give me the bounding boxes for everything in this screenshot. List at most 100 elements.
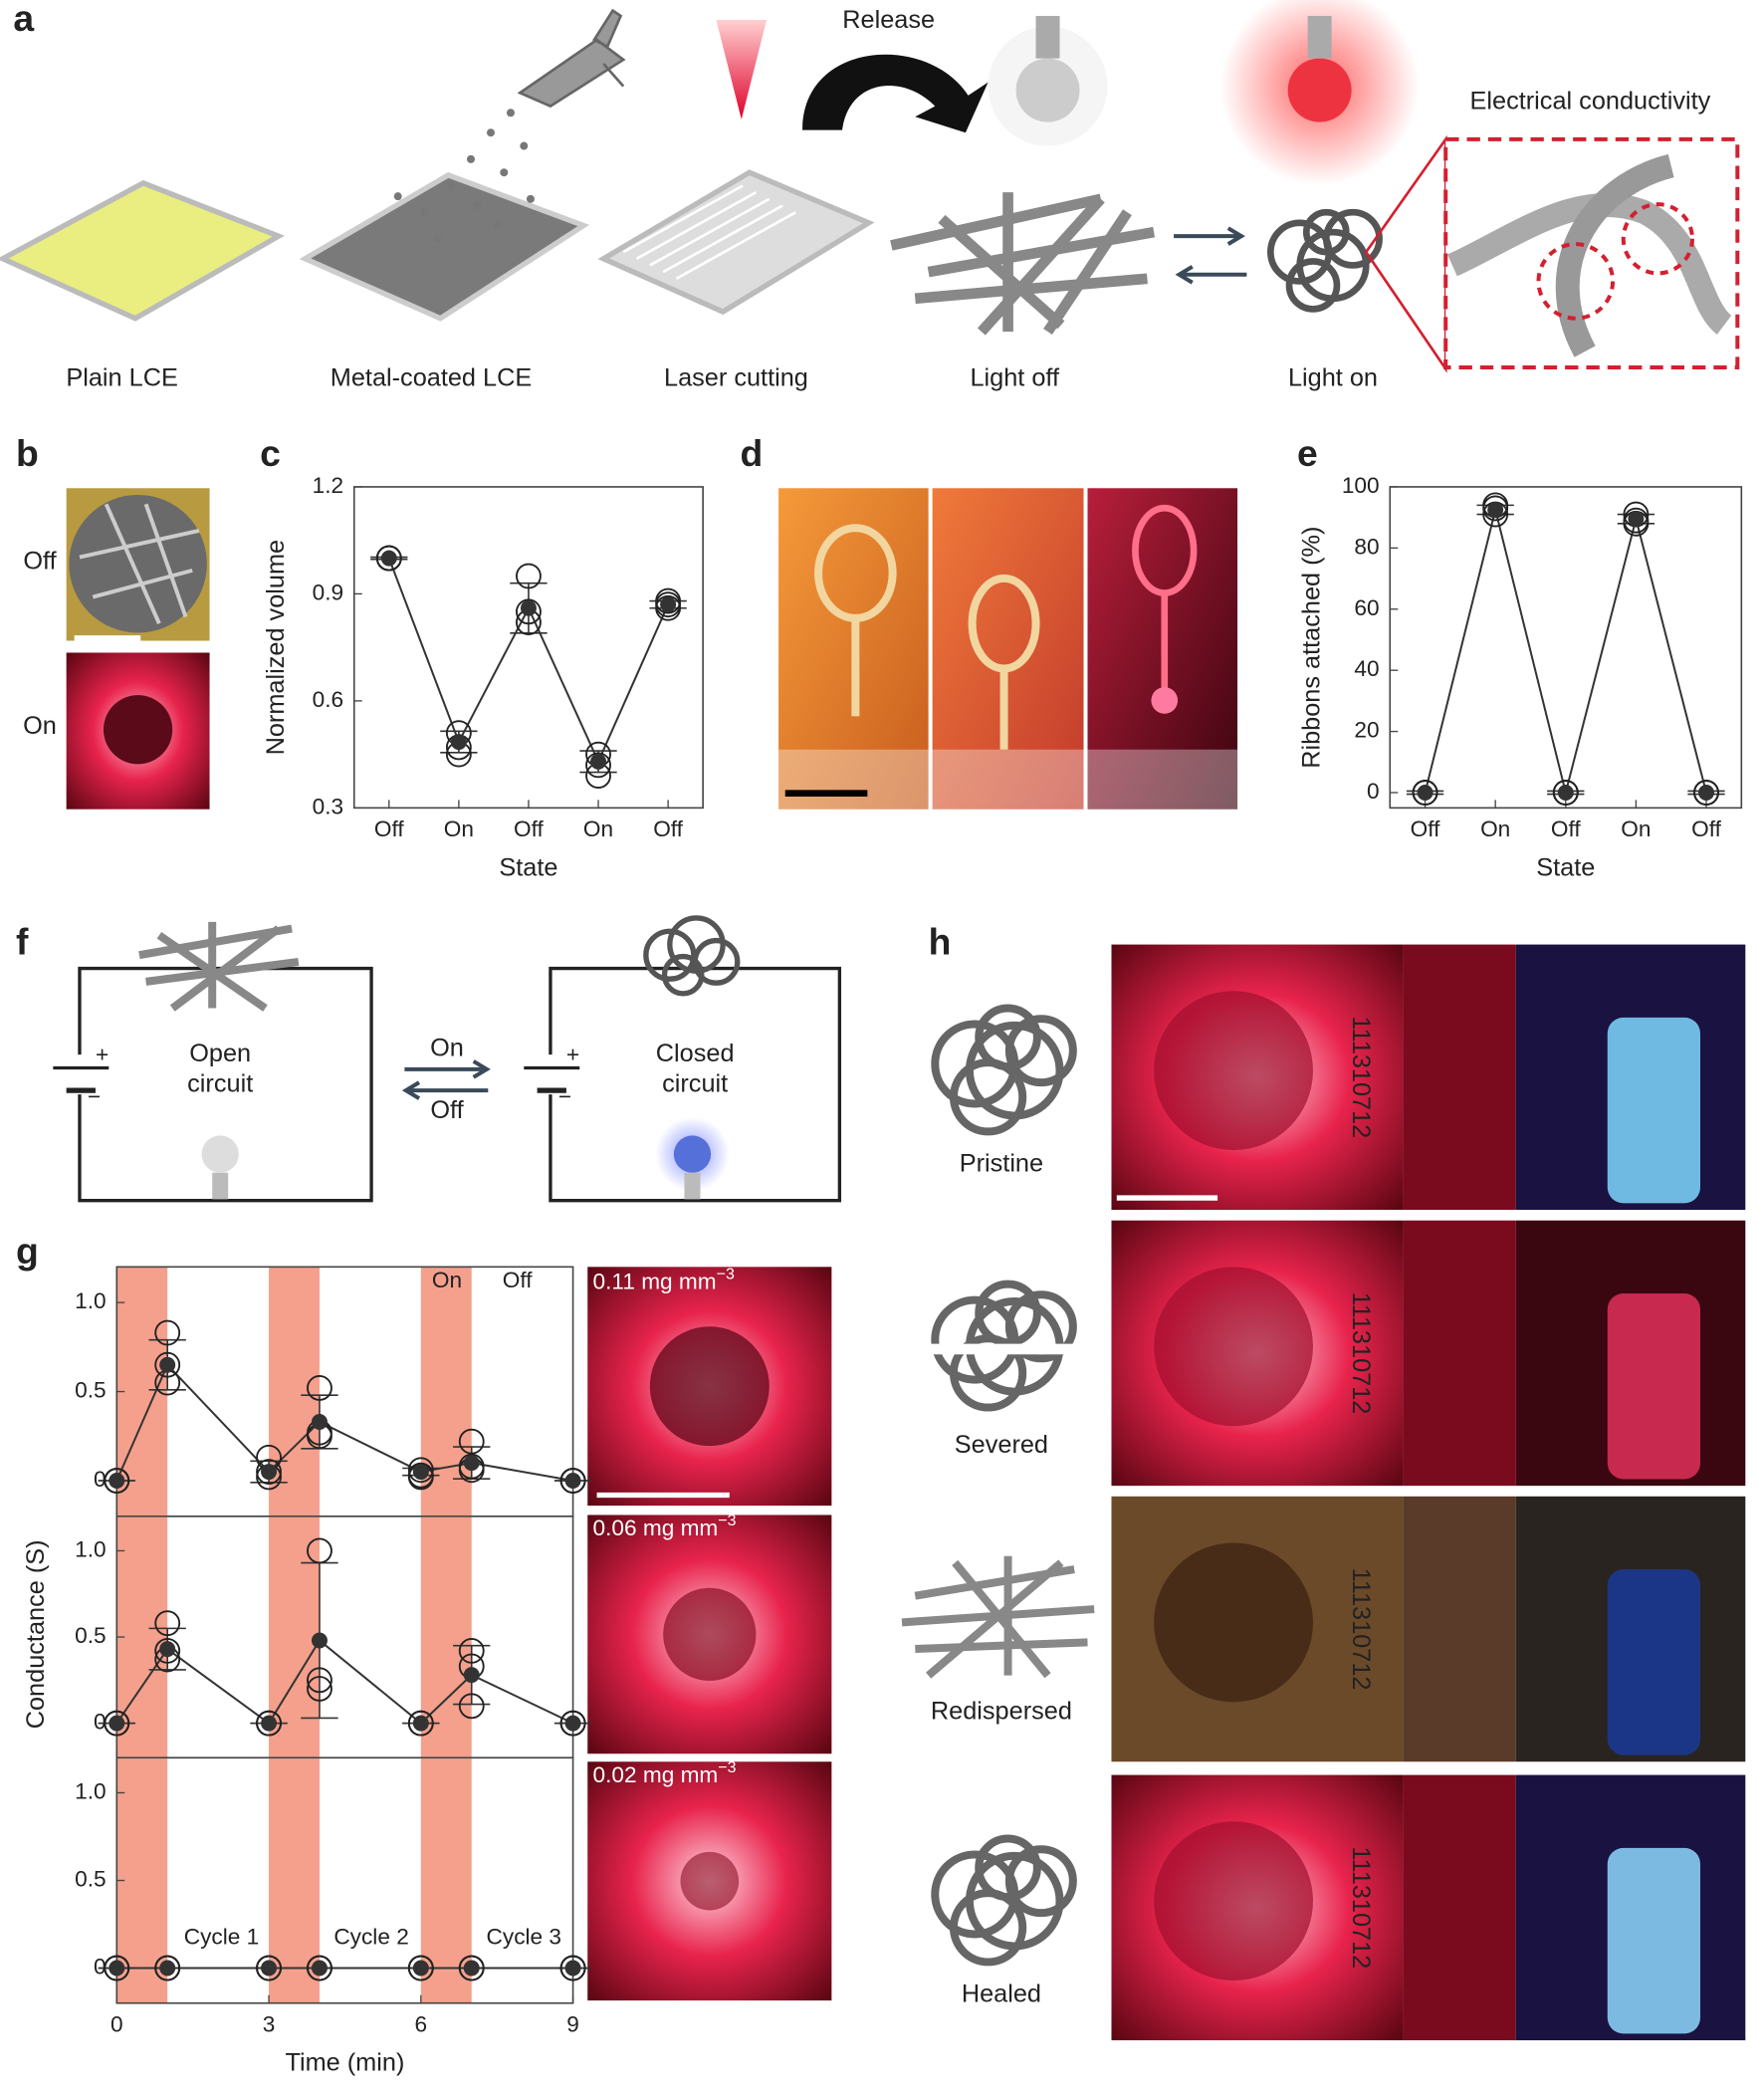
panel-label: f — [16, 920, 29, 962]
y-tick-label: 60 — [1354, 595, 1379, 620]
mean-point — [311, 1413, 328, 1430]
replicate — [655, 594, 682, 621]
replicate — [307, 1537, 332, 1564]
shape — [473, 201, 482, 210]
y-tick-label: 0 — [94, 1710, 107, 1735]
x-axis-label: State — [1536, 853, 1595, 881]
bulb — [673, 1135, 712, 1173]
mean-point — [450, 734, 467, 751]
curls — [1267, 208, 1383, 313]
density: 0.06 mg mm — [593, 1515, 719, 1540]
x-tick-label: On — [583, 816, 613, 841]
replicate — [1412, 780, 1438, 806]
x-tick-label: Off — [374, 816, 404, 841]
shape — [675, 210, 797, 280]
panel-label: g — [16, 1230, 39, 1272]
shape — [938, 214, 1065, 330]
shape — [466, 154, 475, 163]
ribbon — [915, 1638, 1088, 1654]
curls — [643, 915, 741, 997]
curl — [1004, 1015, 1077, 1087]
plate — [0, 179, 285, 322]
lattice — [138, 921, 300, 1012]
annotation: Cycle 1 — [184, 1924, 259, 1949]
curl — [975, 1834, 1041, 1902]
x-axis-label: State — [499, 853, 557, 881]
y-tick-label: 0 — [1367, 779, 1380, 804]
mean-point — [109, 1473, 125, 1490]
mean-point — [564, 1960, 581, 1977]
led — [1607, 1017, 1701, 1204]
mean-point — [564, 1715, 581, 1732]
plot-frame — [352, 486, 704, 810]
shape — [622, 184, 744, 254]
shape — [1302, 208, 1350, 256]
density-label: 0.02 mg mm−3 — [593, 1759, 737, 1787]
shape — [635, 191, 758, 260]
state-label: Severed — [955, 1431, 1048, 1459]
circuit — [549, 966, 842, 1203]
mean-point — [1417, 785, 1433, 801]
y-tick-label: 1.0 — [75, 1536, 106, 1561]
shape — [1322, 208, 1383, 269]
y-tick-label: 0.9 — [313, 580, 343, 604]
panel-label: e — [1297, 432, 1318, 474]
replicate — [559, 1468, 586, 1494]
photo-code: 111310712 — [1347, 1291, 1375, 1414]
replicate — [375, 545, 402, 572]
step-label: Plain LCE — [66, 364, 178, 392]
replicate — [154, 1351, 181, 1378]
y-axis-label: Conductance (S) — [22, 1539, 50, 1729]
mean-point — [520, 599, 537, 616]
panel-label: b — [16, 432, 39, 474]
icon — [901, 1555, 1095, 1679]
shape — [1285, 258, 1341, 313]
shape — [393, 192, 402, 201]
replicate — [256, 1955, 282, 1981]
shape — [1175, 265, 1194, 285]
replicate — [256, 1459, 282, 1485]
shape — [649, 197, 771, 267]
sample — [1151, 687, 1179, 714]
mean-point — [159, 1641, 176, 1658]
mean-line — [115, 1362, 573, 1482]
replicate — [307, 1955, 332, 1981]
circuit-label: circuit — [662, 1069, 728, 1097]
y-tick-label: 1.0 — [75, 1288, 106, 1313]
bulb-base — [1307, 15, 1332, 59]
mean-point — [660, 596, 677, 613]
shape — [493, 221, 502, 230]
mean-line — [115, 1638, 574, 1726]
step-label: Metal-coated LCE — [331, 364, 532, 392]
replicate — [458, 1637, 485, 1664]
mean-point — [261, 1715, 278, 1732]
plate — [597, 169, 875, 316]
mean-point — [261, 1464, 278, 1481]
density: 0.02 mg mm — [593, 1762, 719, 1787]
replicate — [1693, 780, 1719, 806]
panel-label: h — [929, 920, 952, 962]
state-label: On — [23, 712, 57, 740]
circuit — [78, 966, 373, 1203]
photo — [932, 488, 1084, 810]
replicate — [407, 1955, 434, 1981]
photo-sample — [1154, 1821, 1313, 1981]
shape — [927, 226, 1156, 278]
shape — [526, 194, 535, 203]
spray — [393, 109, 535, 243]
density-label: 0.11 mg mm−3 — [593, 1267, 735, 1294]
panel-d — [778, 488, 1238, 810]
curl — [949, 1058, 1027, 1136]
y-tick-label: 0.6 — [313, 687, 343, 712]
mean-point — [463, 1667, 480, 1684]
x-tick-label: 3 — [263, 2011, 276, 2036]
y-tick-label: 40 — [1354, 656, 1379, 681]
panel-label: d — [740, 432, 763, 474]
x-tick-label: Off — [653, 816, 683, 841]
shape — [1226, 226, 1245, 246]
on-band — [420, 1515, 472, 1758]
mean-point — [159, 1960, 176, 1977]
bulb-base — [1035, 15, 1060, 59]
